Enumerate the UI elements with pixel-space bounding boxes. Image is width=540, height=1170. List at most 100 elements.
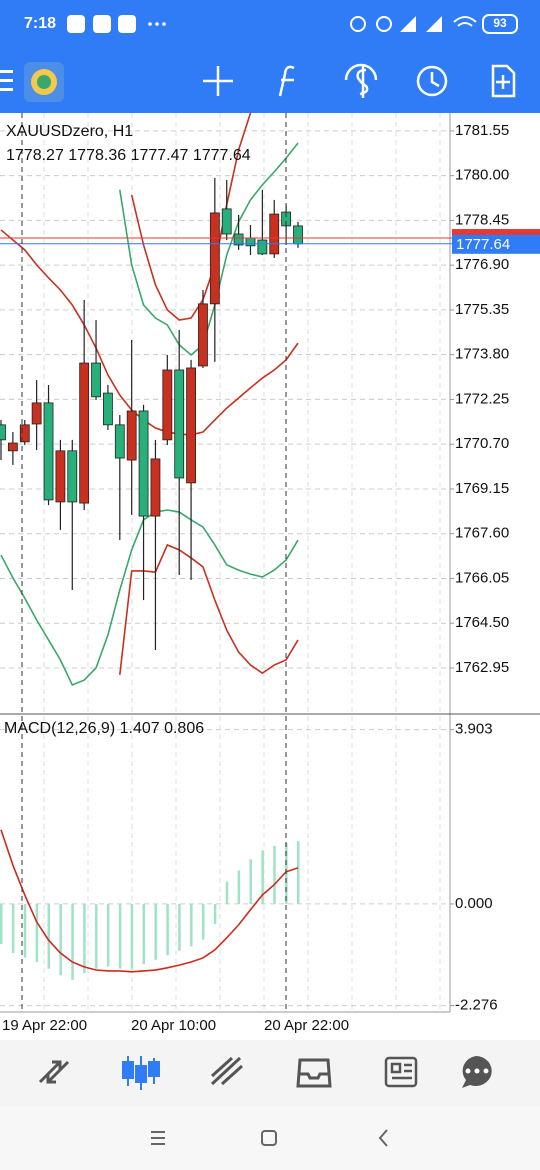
- candle-body: [19, 424, 30, 443]
- bid-marker: [452, 234, 540, 254]
- macd-title: MACD(12,26,9) 1.407 0.806: [4, 720, 204, 737]
- y-tick-label: 1781.55: [455, 122, 509, 139]
- macd-bar: [166, 903, 169, 956]
- macd-bar: [154, 903, 157, 960]
- candle-body: [221, 208, 232, 235]
- trade-button[interactable]: [344, 63, 378, 98]
- candle-body: [114, 424, 125, 459]
- macd-bar: [11, 903, 15, 954]
- nav-trade[interactable]: [210, 1056, 244, 1086]
- nav-quotes[interactable]: [38, 1060, 70, 1084]
- history-button[interactable]: [416, 65, 448, 97]
- macd-bar: [118, 903, 122, 969]
- status-time: 7:18: [24, 15, 56, 32]
- crosshair-button[interactable]: [203, 66, 233, 96]
- time-label: 19 Apr 22:00: [2, 1017, 87, 1034]
- ohlc-label: 1778.27 1778.36 1777.47 1777.64: [6, 147, 251, 164]
- macd-bar: [106, 903, 110, 967]
- macd-bar: [35, 903, 39, 962]
- y-tick-label: 1775.35: [455, 301, 509, 318]
- y-tick-label: 1767.60: [455, 525, 509, 542]
- y-tick-label: 1764.50: [455, 614, 509, 631]
- macd-bar: [23, 903, 27, 958]
- system-back[interactable]: [378, 1129, 388, 1147]
- vertical-grid: [43, 113, 441, 1012]
- bottom-nav: [0, 1040, 540, 1106]
- symbol-label: XAUUSDzero, H1: [6, 123, 133, 140]
- candle-body: [293, 225, 303, 245]
- y-tick-label: 1769.15: [455, 480, 509, 497]
- indicator-line: [119, 543, 299, 675]
- signal-line: [0, 829, 299, 973]
- macd-bar: [178, 903, 181, 951]
- y-tick-label: 3.903: [455, 721, 493, 738]
- candle-body: [67, 450, 78, 503]
- indicator-line: [130, 113, 252, 321]
- y-tick-label: 1770.70: [455, 435, 509, 452]
- candle-body: [245, 237, 256, 247]
- candle-body: [233, 233, 244, 246]
- app-logo[interactable]: [24, 62, 64, 102]
- candle-body: [55, 450, 66, 503]
- indicator-line: [0, 509, 299, 687]
- system-menu[interactable]: [151, 1131, 165, 1145]
- candle-body: [79, 362, 90, 504]
- macd-bar: [261, 850, 264, 904]
- y-tick-label: 1778.45: [455, 211, 509, 228]
- macd-bar: [83, 903, 86, 974]
- y-tick-label: 1762.95: [455, 659, 509, 676]
- price-panel: [0, 113, 450, 687]
- macd-bar: [201, 903, 205, 940]
- macd-bar: [297, 841, 300, 904]
- candle-body: [138, 410, 149, 517]
- macd-bar: [0, 903, 3, 945]
- y-tick-label: 1773.80: [455, 346, 509, 363]
- status-icons: [350, 14, 518, 34]
- macd-bar: [59, 903, 62, 976]
- indicators-button[interactable]: [278, 65, 295, 97]
- nav-history[interactable]: [296, 1058, 332, 1088]
- candle-body: [43, 402, 54, 501]
- macd-bar: [249, 859, 252, 904]
- nav-chart[interactable]: [122, 1056, 160, 1090]
- indicator-line: [0, 229, 299, 436]
- macd-bar: [213, 903, 217, 925]
- top-bar: [0, 0, 540, 113]
- y-tick-label: 1776.90: [455, 256, 509, 273]
- menu-button[interactable]: [0, 70, 13, 91]
- candle-body: [209, 212, 220, 305]
- y-tick-label: 1780.00: [455, 167, 509, 184]
- battery-level: 93: [493, 16, 507, 30]
- system-home[interactable]: [261, 1130, 277, 1146]
- system-nav: [0, 1106, 540, 1170]
- macd-panel: [0, 729, 450, 1007]
- macd-bar: [95, 903, 98, 969]
- macd-bar: [47, 903, 51, 969]
- candle-body: [198, 303, 208, 367]
- y-tick-label: 0.000: [455, 895, 493, 912]
- bid-label: 1777.64: [456, 236, 510, 253]
- candle-body: [174, 369, 185, 479]
- candle-body: [7, 442, 18, 452]
- macd-bar: [190, 903, 193, 947]
- nav-chat[interactable]: [462, 1056, 492, 1088]
- macd-bar: [71, 903, 74, 980]
- candle-body: [150, 458, 161, 517]
- y-tick-label: 1766.05: [455, 569, 509, 586]
- macd-bar: [273, 845, 276, 904]
- macd-bar: [130, 903, 134, 969]
- candle-body: [269, 213, 280, 255]
- candle-body: [31, 402, 42, 425]
- status-notifications: [67, 15, 166, 33]
- candle-body: [0, 424, 6, 441]
- new-order-button[interactable]: [491, 64, 516, 98]
- macd-bar: [237, 870, 241, 904]
- candle-body: [186, 367, 196, 484]
- candle-body: [91, 362, 101, 398]
- candle-body: [162, 369, 173, 441]
- candle-body: [257, 239, 268, 255]
- y-tick-label: 1772.25: [455, 390, 509, 407]
- nav-news[interactable]: [384, 1056, 418, 1088]
- time-label: 20 Apr 10:00: [131, 1017, 216, 1034]
